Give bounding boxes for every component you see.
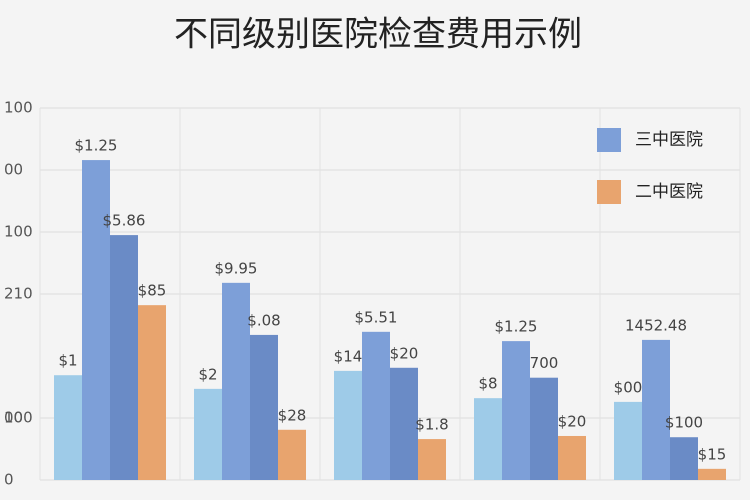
bar — [138, 305, 166, 480]
bar — [642, 339, 670, 480]
bar — [474, 398, 502, 480]
y-tick-label: 00 — [4, 161, 23, 179]
bar — [558, 435, 586, 480]
value-label: $15 — [698, 445, 727, 463]
bar — [418, 439, 446, 480]
bar — [110, 235, 138, 480]
bar — [670, 437, 698, 480]
bar — [54, 375, 82, 480]
value-label: $100 — [665, 414, 703, 432]
bar — [82, 160, 110, 480]
bar — [278, 429, 306, 480]
bar — [502, 341, 530, 480]
bar — [698, 468, 726, 480]
y-tick-label: 0 — [4, 471, 14, 489]
value-label: $1.25 — [495, 318, 538, 336]
value-label: $5.51 — [355, 308, 398, 326]
chart-title: 不同级别医院检查费用示例 — [174, 15, 582, 55]
value-label: $1.25 — [75, 137, 118, 155]
value-label: $5.86 — [103, 212, 146, 230]
legend-swatch — [597, 180, 621, 204]
value-label: $20 — [558, 412, 587, 430]
value-label: $2 — [198, 365, 217, 383]
value-label: 700 — [530, 354, 559, 372]
value-label: $14 — [334, 347, 363, 365]
bar — [194, 388, 222, 480]
value-label: $1.8 — [415, 416, 448, 434]
legend-swatch — [597, 128, 621, 152]
y-tick-label: 00 — [4, 409, 23, 427]
value-label: 1452.48 — [625, 316, 687, 334]
bar — [530, 377, 558, 480]
value-label: $00 — [614, 378, 643, 396]
bar — [614, 401, 642, 480]
y-tick-label: 100 — [4, 99, 33, 117]
value-label: $.08 — [247, 311, 280, 329]
y-tick-label: 100 — [4, 223, 33, 241]
value-label: $1 — [58, 352, 77, 370]
bar — [362, 331, 390, 480]
bar — [390, 367, 418, 480]
bar — [334, 370, 362, 480]
y-tick-label: 100 — [4, 409, 33, 427]
legend-label: 三中医院 — [635, 130, 703, 150]
y-tick-label: 210 — [4, 285, 33, 303]
value-label: $8 — [478, 375, 497, 393]
value-label: $9.95 — [215, 259, 258, 277]
value-label: $85 — [138, 282, 167, 300]
bar — [222, 282, 250, 480]
bar — [250, 334, 278, 480]
value-label: $20 — [390, 344, 419, 362]
legend-label: 二中医院 — [635, 182, 703, 202]
value-label: $28 — [278, 406, 307, 424]
